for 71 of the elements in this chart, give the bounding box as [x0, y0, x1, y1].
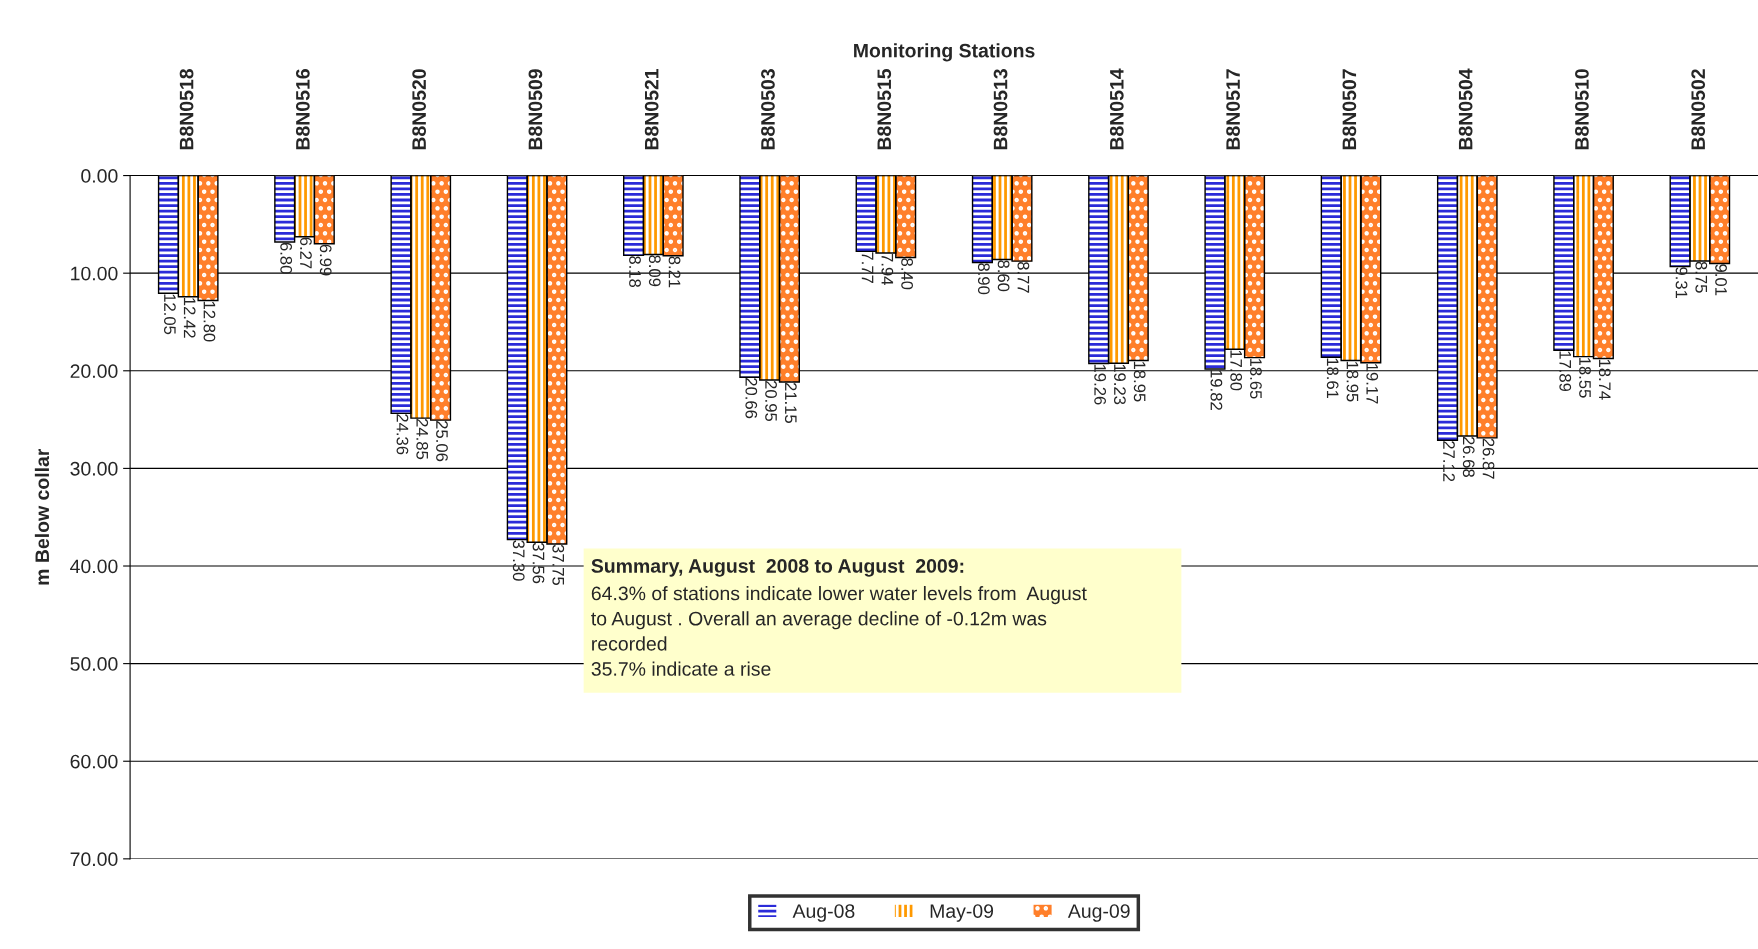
x-axis-title: Monitoring Stations — [854, 43, 1035, 62]
x-tick-label: B8N0510 — [1575, 69, 1589, 150]
legend-label: Aug-09 — [1067, 904, 1130, 922]
y-tick-label: 70.00 — [70, 852, 118, 867]
data-label: 25.06 — [436, 421, 448, 462]
y-tick-label: 60.00 — [70, 754, 118, 769]
y-tick-label: 20.00 — [70, 364, 118, 379]
data-label: 18.74 — [1598, 359, 1611, 400]
x-tick-label: B8N0518 — [179, 69, 194, 150]
data-label: 8.77 — [1017, 261, 1030, 293]
data-label: 26.87 — [1482, 438, 1495, 479]
data-label: 8.18 — [629, 256, 641, 288]
data-label: 8.60 — [997, 260, 1010, 292]
y-axis-title: m Below collar — [34, 448, 50, 585]
data-label: 18.55 — [1579, 357, 1591, 398]
x-tick-label: B8N0520 — [412, 69, 427, 150]
data-label: 21.15 — [784, 382, 797, 424]
data-label: 12.05 — [163, 294, 176, 335]
data-label: 19.17 — [1366, 363, 1379, 404]
x-tick-label: B8N0509 — [528, 69, 543, 150]
data-label: 19.23 — [1113, 364, 1126, 405]
data-label: 17.80 — [1230, 350, 1243, 391]
data-label: 20.95 — [765, 380, 777, 422]
x-tick-label: B8N0515 — [877, 68, 892, 150]
y-tick-label: 50.00 — [70, 657, 118, 671]
data-label: 19.82 — [1210, 370, 1223, 410]
data-label: 19.26 — [1094, 364, 1107, 405]
legend-label: Aug-08 — [792, 904, 855, 922]
data-label: 24.36 — [396, 414, 409, 455]
data-label: 6.80 — [280, 242, 293, 274]
x-tick-label: B8N0514 — [1109, 68, 1124, 150]
data-label: 18.61 — [1326, 358, 1339, 399]
data-label: 17.89 — [1559, 351, 1572, 392]
y-tick-label: 0.00 — [81, 169, 118, 183]
data-label: 7.94 — [881, 253, 894, 286]
data-label: 37.75 — [552, 544, 565, 586]
data-label: 20.66 — [745, 378, 758, 419]
data-label: 26.68 — [1462, 436, 1475, 477]
x-tick-label: B8N0502 — [1691, 69, 1706, 150]
data-label: 9.31 — [1675, 267, 1688, 299]
y-tick-label: 10.00 — [71, 266, 118, 281]
data-label: 37.30 — [512, 540, 525, 581]
annotation: 64.3% of stations indicate lower water levels from August to August . Overall an average decline of -0.12m was recorded 35.7% indicate a rise — [591, 586, 1087, 676]
x-tick-label: B8N0503 — [761, 69, 775, 150]
data-label: 6.27 — [300, 237, 312, 269]
data-label: 8.21 — [668, 256, 681, 288]
data-label: 8.90 — [977, 263, 990, 295]
legend-label: May-09 — [930, 904, 994, 922]
data-label: 18.95 — [1133, 361, 1146, 402]
data-label: 6.99 — [319, 244, 332, 276]
data-label: 7.77 — [861, 252, 874, 284]
x-tick-label: B8N0504 — [1458, 68, 1473, 150]
x-tick-label: B8N0507 — [1342, 69, 1357, 150]
annotation: Summary, August 2008 to August 2009: — [591, 559, 964, 577]
data-label: 8.40 — [901, 258, 913, 290]
x-tick-label: B8N0521 — [644, 68, 659, 150]
data-label: 24.85 — [416, 418, 429, 460]
data-label: 12.42 — [183, 298, 196, 338]
y-tick-label: 30.00 — [70, 461, 118, 476]
y-tick-label: 40.00 — [70, 559, 118, 574]
x-tick-label: B8N0517 — [1226, 69, 1240, 150]
data-label: 18.95 — [1346, 361, 1359, 402]
data-label: 8.75 — [1695, 261, 1708, 293]
data-label: 9.01 — [1715, 264, 1727, 296]
x-tick-label: B8N0516 — [295, 69, 310, 150]
data-label: 37.56 — [532, 542, 545, 584]
data-label: 18.65 — [1250, 358, 1262, 399]
data-label: 8.09 — [648, 255, 661, 287]
data-label: 12.80 — [203, 301, 216, 342]
x-tick-label: B8N0513 — [993, 69, 1008, 150]
data-label: 27.12 — [1443, 441, 1455, 482]
